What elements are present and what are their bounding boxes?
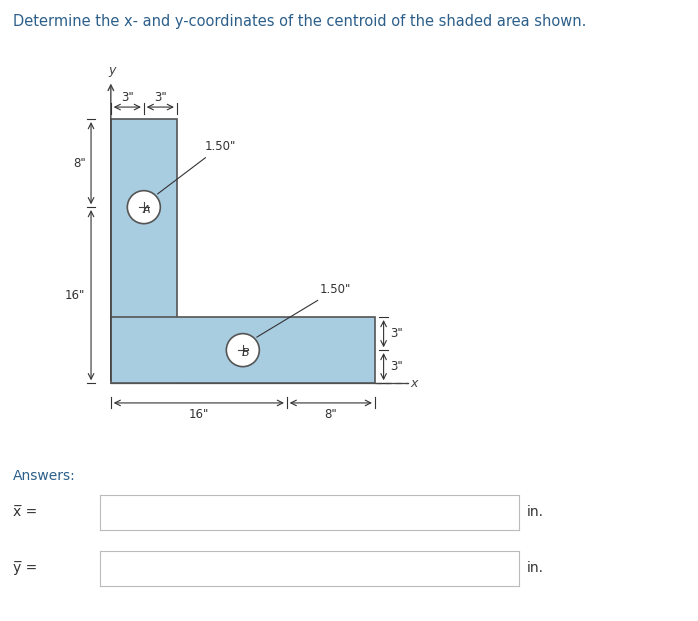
- Text: in.: in.: [527, 505, 544, 519]
- Text: 16": 16": [65, 289, 86, 302]
- Text: B: B: [242, 348, 249, 358]
- Text: Determine the x- and y-coordinates of the centroid of the shaded area shown.: Determine the x- and y-coordinates of th…: [13, 14, 586, 29]
- Text: y̅ =: y̅ =: [13, 561, 37, 575]
- Text: i: i: [84, 505, 89, 519]
- Text: 3": 3": [390, 360, 403, 373]
- Text: x̅ =: x̅ =: [13, 505, 37, 519]
- Text: y: y: [108, 65, 116, 78]
- Text: 3": 3": [121, 91, 134, 104]
- Circle shape: [226, 333, 260, 366]
- Text: x: x: [410, 376, 417, 389]
- Text: in.: in.: [527, 561, 544, 575]
- Text: 1.50": 1.50": [158, 140, 236, 194]
- Text: 3": 3": [390, 327, 403, 340]
- Text: 3": 3": [154, 91, 167, 104]
- Bar: [111, 119, 177, 383]
- Text: 16": 16": [188, 409, 209, 422]
- Text: 8": 8": [73, 156, 86, 170]
- Text: A: A: [143, 206, 150, 215]
- Text: 8": 8": [325, 409, 337, 422]
- Circle shape: [127, 191, 161, 224]
- Bar: [111, 317, 375, 383]
- Text: Answers:: Answers:: [13, 469, 75, 483]
- Text: 1.50": 1.50": [257, 283, 351, 337]
- Text: i: i: [84, 561, 89, 575]
